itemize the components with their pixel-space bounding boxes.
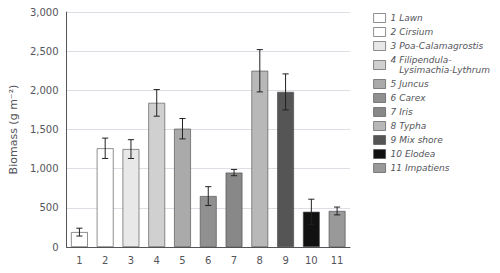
- svg-text:7: 7: [231, 255, 237, 266]
- svg-text:4 Filipendula-: 4 Filipendula-: [391, 55, 452, 65]
- svg-text:3: 3: [128, 255, 134, 266]
- svg-text:6: 6: [205, 255, 211, 266]
- svg-text:9: 9: [282, 255, 288, 266]
- svg-text:4: 4: [154, 255, 160, 266]
- svg-text:1,500: 1,500: [30, 124, 59, 135]
- svg-text:Lysimachia-Lythrum: Lysimachia-Lythrum: [391, 65, 491, 75]
- svg-text:8 Typha: 8 Typha: [391, 121, 427, 131]
- svg-text:10 Elodea: 10 Elodea: [391, 149, 436, 159]
- svg-text:6 Carex: 6 Carex: [391, 93, 427, 103]
- svg-text:1: 1: [76, 255, 82, 266]
- svg-text:3 Poa-Calamagrostis: 3 Poa-Calamagrostis: [391, 41, 484, 51]
- svg-text:500: 500: [39, 202, 58, 213]
- svg-text:7 Iris: 7 Iris: [391, 107, 413, 117]
- svg-text:11: 11: [331, 255, 344, 266]
- svg-text:Biomass (g m⁻²): Biomass (g m⁻²): [7, 85, 20, 175]
- svg-text:0: 0: [52, 242, 58, 253]
- svg-text:2: 2: [102, 255, 108, 266]
- svg-text:1,000: 1,000: [30, 163, 59, 174]
- svg-text:3,000: 3,000: [30, 7, 59, 18]
- svg-text:2,500: 2,500: [30, 46, 59, 57]
- svg-text:1 Lawn: 1 Lawn: [391, 13, 423, 23]
- svg-text:9 Mix shore: 9 Mix shore: [391, 135, 444, 145]
- svg-text:11 Impatiens: 11 Impatiens: [391, 163, 450, 173]
- svg-text:2,000: 2,000: [30, 85, 59, 96]
- svg-text:5 Juncus: 5 Juncus: [391, 79, 429, 89]
- svg-text:10: 10: [305, 255, 318, 266]
- svg-text:2 Cirsium: 2 Cirsium: [391, 27, 434, 37]
- svg-text:5: 5: [179, 255, 185, 266]
- svg-text:8: 8: [257, 255, 263, 266]
